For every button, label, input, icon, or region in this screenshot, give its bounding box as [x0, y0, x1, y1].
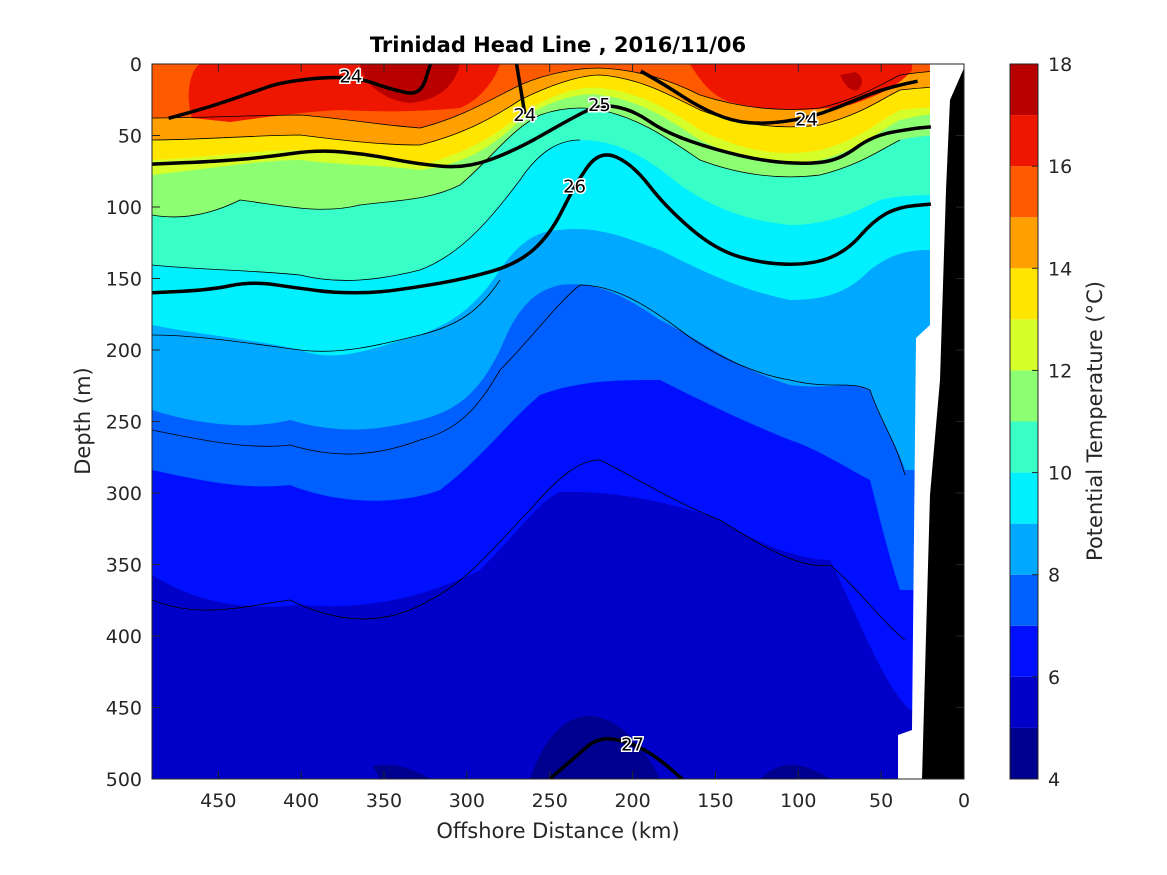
y-tick-label: 50 — [118, 126, 142, 148]
colorbar-tick-label: 12 — [1048, 360, 1072, 382]
bold-density-contours: 24 24 24 25 26 27 — [152, 64, 932, 779]
thin-contour — [152, 279, 501, 352]
land-shelf — [922, 68, 964, 779]
density-contour-24 — [168, 64, 433, 121]
thin-density-contours — [152, 67, 964, 641]
y-tick-label: 450 — [106, 698, 142, 720]
contour-label-24: 24 — [513, 105, 536, 126]
land-mask — [898, 64, 964, 779]
temperature-field — [152, 64, 964, 779]
colorbar-segment — [1010, 268, 1038, 320]
contour-label-27: 27 — [621, 734, 644, 755]
band-17-18 — [360, 64, 862, 103]
y-tick-label: 250 — [106, 412, 142, 434]
y-axis-label: Depth (m) — [71, 367, 95, 474]
y-tick-label: 350 — [106, 555, 142, 577]
colorbar-segment — [1010, 217, 1038, 269]
contour-label-24: 24 — [339, 66, 362, 87]
colorbar-segment — [1010, 625, 1038, 677]
x-tick-label: 0 — [958, 790, 970, 812]
colorbar-segment — [1010, 421, 1038, 473]
colorbar-segment — [1010, 523, 1038, 575]
thin-contour — [152, 74, 964, 146]
colorbar-tick-label: 4 — [1048, 769, 1060, 791]
colorbar-segment — [1010, 370, 1038, 422]
colorbar-tick-label: 14 — [1048, 258, 1072, 280]
colorbar-segment — [1010, 727, 1038, 779]
x-tick-label: 100 — [780, 790, 816, 812]
colorbar-tick-label: 16 — [1048, 156, 1072, 178]
x-axis-label: Offshore Distance (km) — [436, 819, 679, 843]
thin-contour — [152, 107, 901, 218]
x-axis: 450 400 350 300 250 200 150 100 50 0 — [200, 64, 970, 812]
contour-label-26: 26 — [563, 177, 586, 198]
colorbar-segment — [1010, 115, 1038, 167]
y-tick-label: 100 — [106, 197, 142, 219]
thin-contour — [152, 284, 906, 476]
colorbar-tick-label: 18 — [1048, 54, 1072, 76]
colorbar-segment — [1010, 64, 1038, 116]
x-tick-label: 200 — [614, 790, 650, 812]
density-contour-25 — [152, 104, 932, 169]
colorbar: 4 6 8 10 12 14 16 18 — [1009, 54, 1072, 791]
y-tick-label: 400 — [106, 626, 142, 648]
colorbar-tick-label: 6 — [1048, 667, 1060, 689]
x-tick-label: 300 — [449, 790, 485, 812]
colorbar-segment — [1010, 676, 1038, 728]
thin-contour — [152, 139, 581, 281]
colorbar-segment — [1010, 472, 1038, 524]
chart-title: Trinidad Head Line , 2016/11/06 — [370, 33, 746, 57]
colorbar-segment — [1010, 574, 1038, 626]
x-tick-label: 450 — [200, 790, 236, 812]
contour-label-24: 24 — [795, 109, 818, 130]
x-tick-label: 350 — [366, 790, 402, 812]
colorbar-tick-label: 8 — [1048, 565, 1060, 587]
x-tick-label: 150 — [697, 790, 733, 812]
colorbar-tick-label: 10 — [1048, 463, 1072, 485]
x-tick-label: 250 — [532, 790, 568, 812]
y-tick-label: 300 — [106, 483, 142, 505]
y-tick-label: 0 — [130, 54, 142, 76]
x-tick-label: 50 — [869, 790, 893, 812]
colorbar-segment — [1010, 166, 1038, 218]
density-contour-24 — [639, 69, 918, 125]
colorbar-label: Potential Temperature (°C) — [1083, 281, 1107, 561]
y-axis: 0 50 100 150 200 250 300 350 400 450 500 — [106, 54, 964, 791]
y-tick-label: 200 — [106, 340, 142, 362]
density-contour-27 — [548, 737, 684, 779]
thin-contour — [152, 67, 964, 129]
contour-label-25: 25 — [588, 95, 611, 116]
colorbar-segment — [1010, 319, 1038, 371]
x-tick-label: 400 — [283, 790, 319, 812]
y-tick-label: 150 — [106, 269, 142, 291]
colorbar-frame — [1009, 63, 1039, 780]
y-tick-label: 500 — [106, 769, 142, 791]
thin-contour — [152, 459, 906, 641]
density-contour-26 — [152, 153, 932, 295]
